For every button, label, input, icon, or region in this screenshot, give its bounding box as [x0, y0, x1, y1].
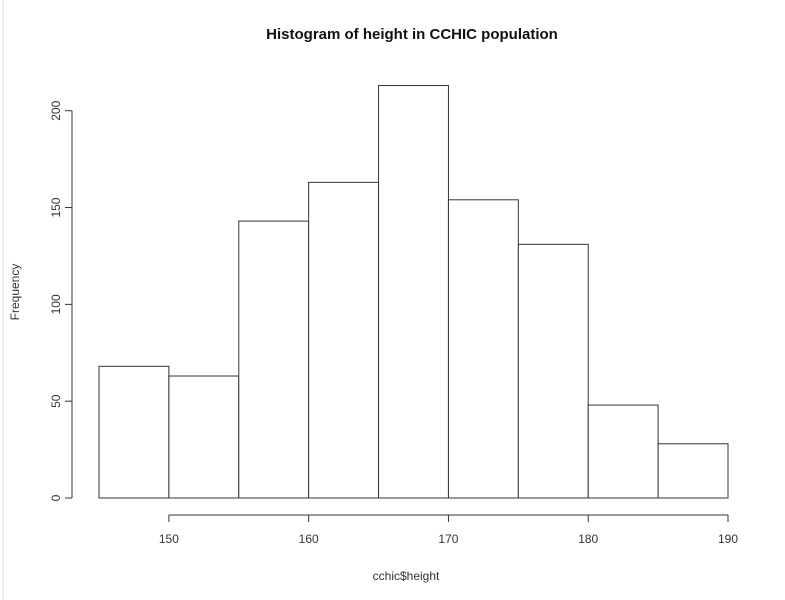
y-tick-label: 0	[49, 494, 63, 501]
histogram-bar	[238, 220, 310, 499]
histogram-bar	[657, 443, 729, 499]
histogram-bar	[168, 375, 240, 499]
y-tick-label: 200	[49, 100, 63, 120]
histogram-bar	[378, 85, 449, 499]
histogram-bar	[308, 181, 380, 499]
histogram-bar	[517, 243, 589, 499]
x-tick-label: 160	[299, 532, 319, 546]
histogram-bar	[98, 365, 170, 499]
histogram-bar	[447, 199, 519, 499]
x-tick-label: 170	[438, 532, 458, 546]
y-tick-label: 150	[49, 197, 63, 217]
y-tick-label: 50	[49, 394, 63, 408]
y-axis-label: Frequency	[8, 264, 22, 321]
x-tick-label: 180	[578, 532, 598, 546]
x-tick-label: 190	[718, 532, 738, 546]
x-axis-label: cchic$height	[373, 569, 440, 583]
x-tick-label: 150	[159, 532, 179, 546]
y-tick-label: 100	[49, 294, 63, 314]
chart-title: Histogram of height in CCHIC population	[266, 26, 558, 43]
histogram-bar	[587, 404, 659, 499]
